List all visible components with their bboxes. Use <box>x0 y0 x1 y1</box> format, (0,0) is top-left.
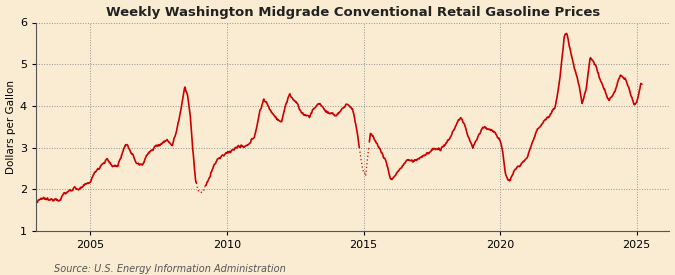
Text: Source: U.S. Energy Information Administration: Source: U.S. Energy Information Administ… <box>54 264 286 274</box>
Title: Weekly Washington Midgrade Conventional Retail Gasoline Prices: Weekly Washington Midgrade Conventional … <box>105 6 600 18</box>
Y-axis label: Dollars per Gallon: Dollars per Gallon <box>5 80 16 174</box>
